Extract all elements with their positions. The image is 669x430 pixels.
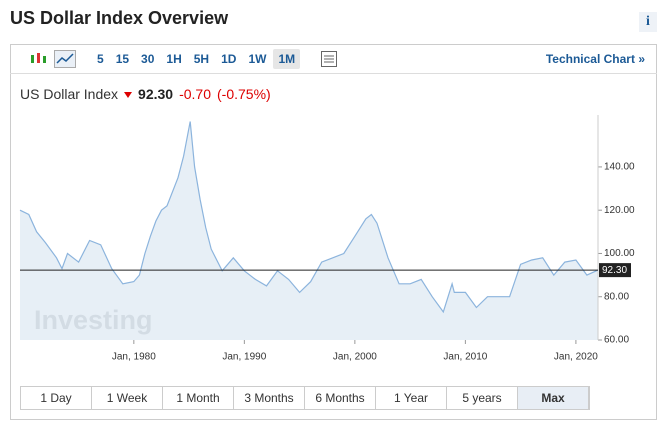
interval-button[interactable]: 1W: [248, 51, 267, 66]
interval-button[interactable]: 5H: [193, 51, 210, 66]
interval-button[interactable]: 5: [97, 51, 104, 66]
interval-button[interactable]: 1M: [273, 48, 301, 69]
interval-button[interactable]: 30: [141, 51, 155, 66]
widget-frame: [10, 44, 657, 420]
candle-icon[interactable]: [28, 51, 48, 67]
link-text[interactable]: Technical Chart: [545, 52, 635, 66]
range-button[interactable]: 1 Year: [376, 387, 447, 409]
interval-button[interactable]: 1D: [221, 51, 237, 66]
technical-chart-link[interactable]: Technical Chart »: [546, 52, 645, 66]
range-button[interactable]: 6 Months: [305, 387, 376, 409]
range-button[interactable]: 1 Day: [21, 387, 92, 409]
quote: US Dollar Index 92.30 -0.70 (-0.75%): [20, 86, 271, 102]
link-arrow: »: [638, 52, 645, 66]
quote-change-pct: (-0.75%): [217, 86, 271, 102]
table-icon[interactable]: [320, 50, 338, 68]
interval-button[interactable]: 1H: [166, 51, 182, 66]
title: US Dollar Index Overview: [10, 8, 229, 28]
range-buttons: 1 Day 1 Week 1 Month 3 Months 6 Months 1 Year…: [20, 386, 590, 410]
range-button[interactable]: 5 years: [447, 387, 518, 409]
range-button[interactable]: Max: [518, 387, 589, 409]
range-button[interactable]: 1 Month: [163, 387, 234, 409]
toolbar: 5 15 30 1H 5H 1D 1W 1M: [10, 44, 657, 74]
quote-change: -0.70: [179, 86, 212, 102]
interval-button[interactable]: 15: [115, 51, 130, 66]
quote-price: 92.30: [138, 86, 174, 102]
info-button[interactable]: i: [639, 12, 657, 32]
range-button[interactable]: 1 Week: [92, 387, 163, 409]
range-button[interactable]: 3 Months: [234, 387, 305, 409]
down-arrow: [124, 92, 133, 98]
quote-name: US Dollar Index: [20, 86, 119, 102]
line-icon[interactable]: [54, 49, 76, 68]
